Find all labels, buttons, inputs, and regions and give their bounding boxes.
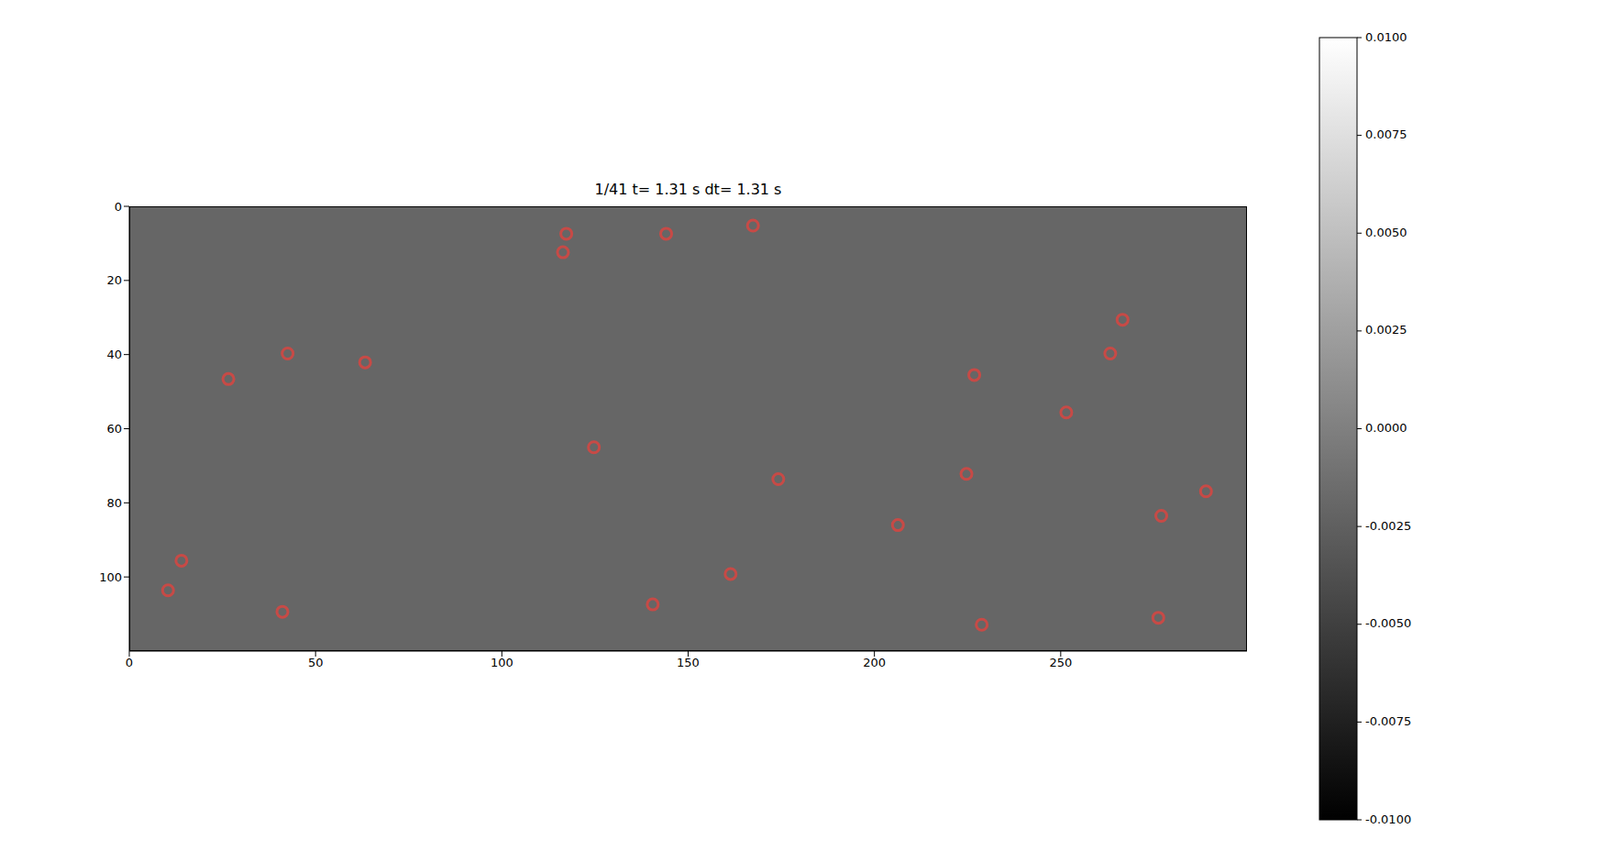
html-text:1/41 t= 1.31 s dt= 1.31 s: 1/41 t= 1.31 s dt= 1.31 s (594, 180, 782, 199)
svg-text:0: 0 (114, 199, 122, 214)
svg-text:-0.0025: -0.0025 (1365, 518, 1412, 533)
svg-text:0: 0 (125, 655, 133, 670)
svg-text:60: 60 (106, 421, 122, 436)
svg-text:40: 40 (106, 347, 122, 362)
svg-text:100: 100 (99, 570, 122, 585)
svg-text:250: 250 (1048, 655, 1072, 670)
svg-text:0.0050: 0.0050 (1365, 225, 1408, 240)
svg-text:-0.0075: -0.0075 (1365, 714, 1412, 729)
svg-text:100: 100 (490, 655, 514, 670)
svg-text:-0.0050: -0.0050 (1365, 616, 1412, 630)
svg-text:150: 150 (676, 655, 700, 670)
svg-text:0.0100: 0.0100 (1365, 30, 1408, 45)
svg-text:50: 50 (308, 655, 324, 670)
svg-text:20: 20 (106, 273, 122, 287)
svg-text:0.0075: 0.0075 (1365, 127, 1408, 142)
svg-text:200: 200 (862, 655, 886, 670)
svg-text:80: 80 (106, 496, 122, 510)
svg-text:-0.0100: -0.0100 (1365, 812, 1412, 827)
svg-text:0.0000: 0.0000 (1365, 420, 1408, 435)
svg-text:0.0025: 0.0025 (1365, 322, 1408, 337)
